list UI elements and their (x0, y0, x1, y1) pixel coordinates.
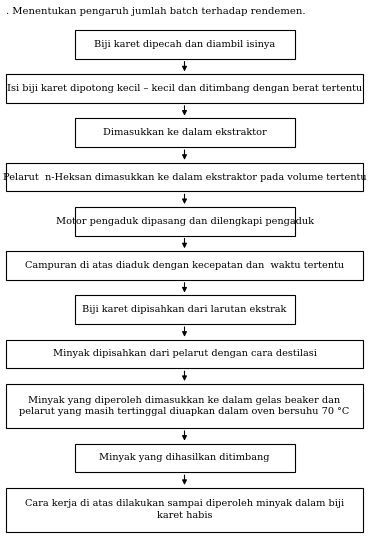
Text: Pelarut  n-Heksan dimasukkan ke dalam ekstraktor pada volume tertentu: Pelarut n-Heksan dimasukkan ke dalam eks… (3, 173, 366, 182)
Text: Biji karet dipecah dan diambil isinya: Biji karet dipecah dan diambil isinya (94, 40, 275, 49)
Bar (75, 207, 294, 236)
Text: Campuran di atas diaduk dengan kecepatan dan  waktu tertentu: Campuran di atas diaduk dengan kecepatan… (25, 261, 344, 270)
Text: Dimasukkan ke dalam ekstraktor: Dimasukkan ke dalam ekstraktor (103, 128, 266, 137)
Text: Isi biji karet dipotong kecil – kecil dan ditimbang dengan berat tertentu: Isi biji karet dipotong kecil – kecil da… (7, 84, 362, 93)
Bar (6, 384, 363, 428)
Bar (6, 251, 363, 280)
Text: Minyak yang dihasilkan ditimbang: Minyak yang dihasilkan ditimbang (99, 453, 270, 463)
Text: . Menentukan pengaruh jumlah batch terhadap rendemen.: . Menentukan pengaruh jumlah batch terha… (6, 7, 306, 16)
Text: Motor pengaduk dipasang dan dilengkapi pengaduk: Motor pengaduk dipasang dan dilengkapi p… (55, 217, 314, 226)
Text: Minyak dipisahkan dari pelarut dengan cara destilasi: Minyak dipisahkan dari pelarut dengan ca… (52, 349, 317, 359)
Bar (75, 30, 294, 59)
Text: Biji karet dipisahkan dari larutan ekstrak: Biji karet dipisahkan dari larutan ekstr… (82, 305, 287, 314)
Bar (6, 340, 363, 368)
Bar (75, 295, 294, 324)
Bar (6, 488, 363, 532)
Bar (75, 118, 294, 147)
Text: Minyak yang diperoleh dimasukkan ke dalam gelas beaker dan
pelarut yang masih te: Minyak yang diperoleh dimasukkan ke dala… (20, 396, 349, 416)
Bar (75, 444, 294, 472)
Bar (6, 74, 363, 103)
Text: Cara kerja di atas dilakukan sampai diperoleh minyak dalam biji
karet habis: Cara kerja di atas dilakukan sampai dipe… (25, 500, 344, 520)
Bar (6, 163, 363, 191)
